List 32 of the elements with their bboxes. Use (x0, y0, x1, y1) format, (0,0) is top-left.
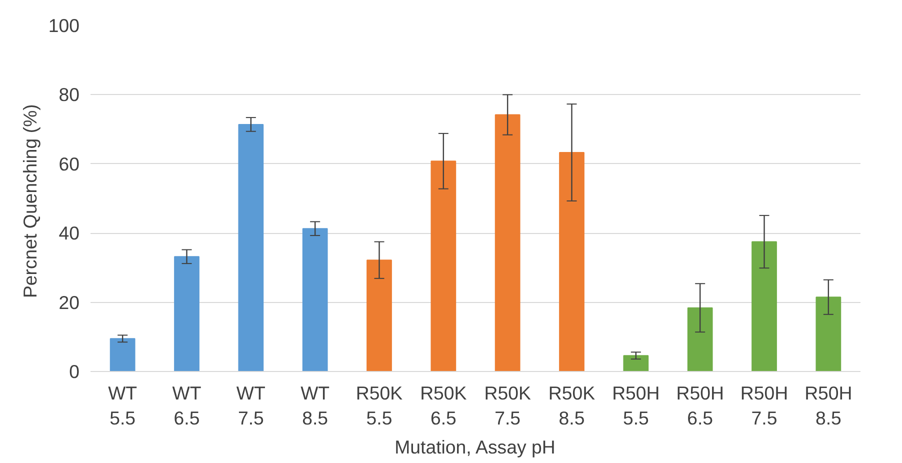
y-tick-label: 80 (58, 84, 80, 106)
bar (559, 152, 584, 372)
bar (752, 241, 777, 372)
y-tick-label: 60 (58, 153, 80, 174)
bar (110, 338, 136, 372)
x-tick-label: R50H 5.5 (612, 382, 660, 429)
x-tick-label: R50K 6.5 (420, 382, 468, 429)
y-axis-title: Percnet Quenching (%) (19, 104, 40, 298)
x-tick-label: R50K 7.5 (484, 382, 532, 429)
bar (494, 114, 520, 372)
bar (430, 160, 456, 372)
bar (687, 307, 713, 372)
x-tick-label: WT 7.5 (236, 382, 266, 429)
x-tick-label: R50H 8.5 (804, 382, 852, 429)
x-tick-label: WT 8.5 (300, 382, 330, 429)
y-tick-label: 20 (58, 292, 80, 313)
x-tick-label: R50H 7.5 (740, 382, 788, 429)
bar (238, 124, 264, 372)
y-tick-label: 0 (69, 361, 80, 382)
x-tick-label: R50K 5.5 (356, 382, 404, 429)
x-tick-label: WT 6.5 (172, 382, 202, 429)
x-tick-label: WT 5.5 (108, 382, 138, 429)
bar (366, 260, 392, 372)
y-tick-label: 100 (48, 15, 80, 36)
x-tick-label: R50H 6.5 (676, 382, 724, 429)
bar (623, 355, 649, 372)
bar (302, 228, 328, 372)
bar (174, 256, 200, 372)
x-axis-title: Mutation, Assay pH (394, 436, 556, 458)
bar (816, 296, 842, 372)
y-tick-label: 40 (58, 222, 80, 244)
x-tick-label: R50K 8.5 (548, 382, 596, 429)
